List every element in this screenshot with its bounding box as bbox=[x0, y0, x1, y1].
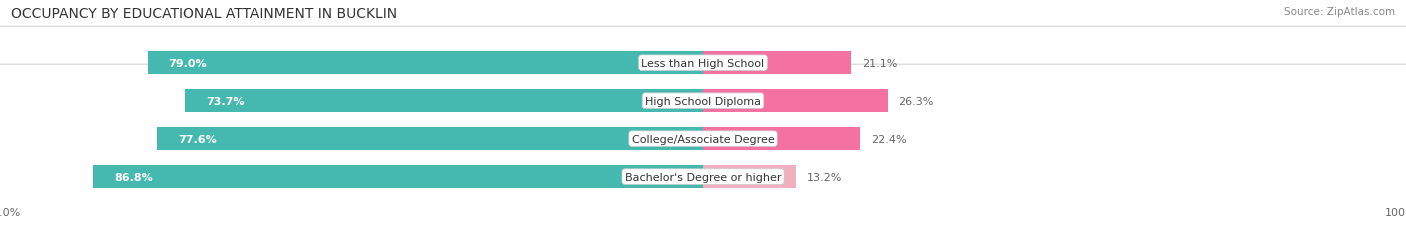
Text: 13.2%: 13.2% bbox=[807, 172, 842, 182]
FancyBboxPatch shape bbox=[0, 27, 1406, 231]
Text: 86.8%: 86.8% bbox=[114, 172, 153, 182]
Text: 21.1%: 21.1% bbox=[862, 58, 897, 68]
Text: Less than High School: Less than High School bbox=[641, 58, 765, 68]
Text: 73.7%: 73.7% bbox=[205, 96, 245, 106]
Text: OCCUPANCY BY EDUCATIONAL ATTAINMENT IN BUCKLIN: OCCUPANCY BY EDUCATIONAL ATTAINMENT IN B… bbox=[11, 7, 398, 21]
Text: 79.0%: 79.0% bbox=[169, 58, 207, 68]
Text: Source: ZipAtlas.com: Source: ZipAtlas.com bbox=[1284, 7, 1395, 17]
Text: College/Associate Degree: College/Associate Degree bbox=[631, 134, 775, 144]
Bar bbox=[93, 165, 703, 188]
Bar bbox=[703, 89, 889, 113]
Bar bbox=[703, 127, 860, 151]
Bar bbox=[157, 127, 703, 151]
FancyBboxPatch shape bbox=[0, 0, 1406, 175]
Bar bbox=[148, 52, 703, 75]
Bar bbox=[703, 165, 796, 188]
Text: 26.3%: 26.3% bbox=[898, 96, 934, 106]
FancyBboxPatch shape bbox=[0, 65, 1406, 231]
Text: Bachelor's Degree or higher: Bachelor's Degree or higher bbox=[624, 172, 782, 182]
Bar bbox=[186, 89, 703, 113]
Text: High School Diploma: High School Diploma bbox=[645, 96, 761, 106]
FancyBboxPatch shape bbox=[0, 0, 1406, 213]
Bar bbox=[703, 52, 852, 75]
Text: 22.4%: 22.4% bbox=[872, 134, 907, 144]
Text: 77.6%: 77.6% bbox=[179, 134, 218, 144]
